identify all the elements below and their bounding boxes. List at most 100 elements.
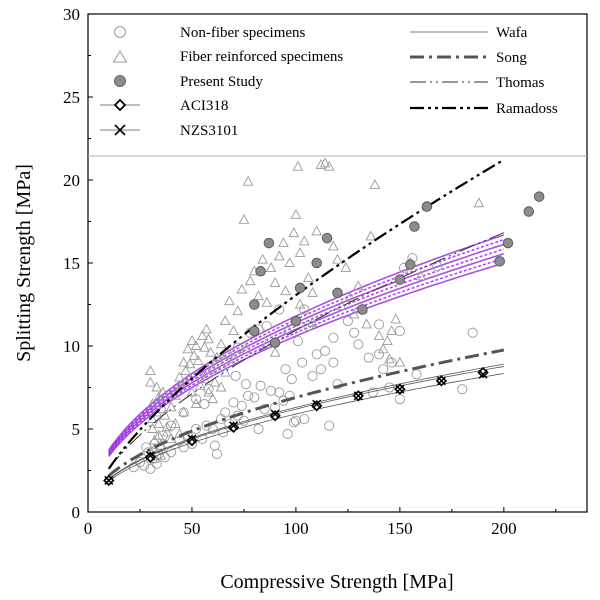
data-point-non-fiber	[232, 342, 243, 353]
data-point-fiber	[284, 257, 296, 267]
data-point-fiber	[228, 353, 239, 364]
band-line	[108, 238, 505, 452]
data-point-fiber	[238, 213, 250, 224]
data-point-non-fiber	[240, 379, 252, 390]
data-point-non-fiber	[378, 364, 389, 375]
y-axis-label: Splitting Strength [MPa]	[13, 164, 35, 362]
data-point-fiber	[157, 403, 169, 414]
data-point-fiber	[344, 291, 356, 302]
legend-label: Thomas	[496, 75, 544, 91]
data-point-non-fiber	[315, 364, 326, 375]
data-point-fiber	[147, 398, 158, 409]
data-point-non-fiber	[261, 321, 272, 332]
data-point-non-fiber	[349, 327, 360, 338]
data-point-present-study	[290, 315, 302, 327]
y-tick-label: 15	[63, 254, 80, 273]
data-point-non-fiber	[145, 463, 156, 474]
data-point-fiber	[311, 225, 323, 236]
data-point-non-fiber	[228, 397, 239, 408]
data-point-fiber	[147, 423, 158, 433]
x-tick-label: 100	[283, 519, 309, 538]
data-point-fiber	[242, 175, 254, 186]
band-line	[108, 257, 505, 456]
data-point-non-fiber	[299, 304, 310, 315]
curve-thomas	[108, 232, 505, 469]
data-point-fiber	[294, 298, 306, 309]
legend-marker-circle-open	[114, 26, 126, 38]
data-point-fiber	[319, 157, 331, 168]
legend-marker-triangle-open	[112, 50, 128, 63]
data-point-fiber	[203, 386, 214, 397]
y-tick-label: 25	[63, 88, 80, 107]
legend: Non-fiber specimens Fiber reinforced spe…	[89, 15, 586, 155]
data-point-aci318	[269, 410, 281, 422]
data-point-fiber	[415, 270, 427, 281]
data-point-present-study	[421, 201, 433, 212]
data-point-fiber	[188, 350, 200, 360]
data-point-fiber	[149, 434, 160, 445]
data-point-aci318	[311, 400, 323, 412]
data-point-non-fiber	[199, 399, 210, 410]
data-point-non-fiber	[457, 384, 468, 395]
data-point-fiber	[382, 335, 393, 345]
legend-label: NZS3101	[180, 123, 238, 139]
data-point-non-fiber	[363, 352, 374, 363]
data-point-fiber	[211, 351, 223, 362]
band-line	[108, 262, 505, 457]
data-point-present-study	[311, 257, 322, 269]
data-point-present-study	[269, 337, 281, 348]
data-point-fiber	[151, 381, 162, 392]
curve-ramadoss	[107, 158, 505, 470]
legend-right-column: Wafa Song Thomas Ramadoss	[410, 25, 558, 117]
data-point-fiber	[303, 271, 314, 282]
data-point-non-fiber	[394, 326, 405, 337]
data-point-fiber	[327, 240, 339, 251]
data-point-non-fiber	[307, 370, 318, 381]
data-point-non-fiber	[324, 420, 335, 431]
data-point-present-study	[321, 232, 333, 244]
data-point-nzs3101	[229, 421, 239, 431]
data-point-fiber	[273, 250, 285, 261]
data-point-fiber	[192, 354, 204, 365]
data-point-fiber	[180, 364, 192, 375]
legend-entry-fiber: Fiber reinforced specimens	[112, 49, 343, 65]
data-point-present-study	[533, 191, 545, 202]
data-point-non-fiber	[274, 304, 285, 315]
data-point-fiber	[207, 363, 219, 374]
data-point-non-fiber	[222, 349, 233, 360]
data-point-fiber	[292, 160, 304, 171]
data-point-fiber	[373, 330, 385, 340]
data-point-fiber	[365, 230, 377, 241]
data-point-fiber	[203, 333, 214, 344]
data-point-fiber	[205, 346, 217, 357]
data-point-non-fiber	[201, 420, 212, 431]
data-point-present-study	[502, 237, 514, 249]
data-point-nzs3101	[187, 434, 197, 444]
data-point-present-study	[523, 206, 535, 217]
legend-label: Non-fiber specimens	[180, 25, 306, 41]
data-point-non-fiber	[211, 448, 222, 459]
legend-entry-thomas: Thomas	[410, 75, 544, 91]
data-point-fiber	[240, 343, 252, 354]
data-point-fiber	[244, 275, 256, 286]
data-point-non-fiber	[249, 392, 260, 403]
data-point-nzs3101	[478, 369, 488, 379]
data-point-fiber	[215, 338, 227, 349]
data-point-non-fiber	[238, 415, 249, 426]
legend-label: Ramadoss	[496, 101, 558, 117]
x-tick-label: 200	[491, 519, 517, 538]
data-point-fiber	[232, 305, 244, 316]
x-tick-label: 0	[84, 519, 93, 538]
y-tick-label: 20	[63, 171, 80, 190]
data-point-fiber	[352, 280, 364, 291]
data-point-fiber	[290, 208, 302, 219]
data-point-fiber	[169, 418, 181, 428]
x-tick-label: 150	[387, 519, 413, 538]
data-point-non-fiber	[280, 364, 291, 375]
legend-label: Song	[496, 50, 527, 66]
data-point-fiber	[178, 356, 189, 367]
data-point-non-fiber	[209, 440, 220, 451]
data-point-non-fiber	[243, 390, 254, 401]
data-point-fiber	[165, 401, 177, 412]
data-point-fiber	[199, 341, 210, 352]
